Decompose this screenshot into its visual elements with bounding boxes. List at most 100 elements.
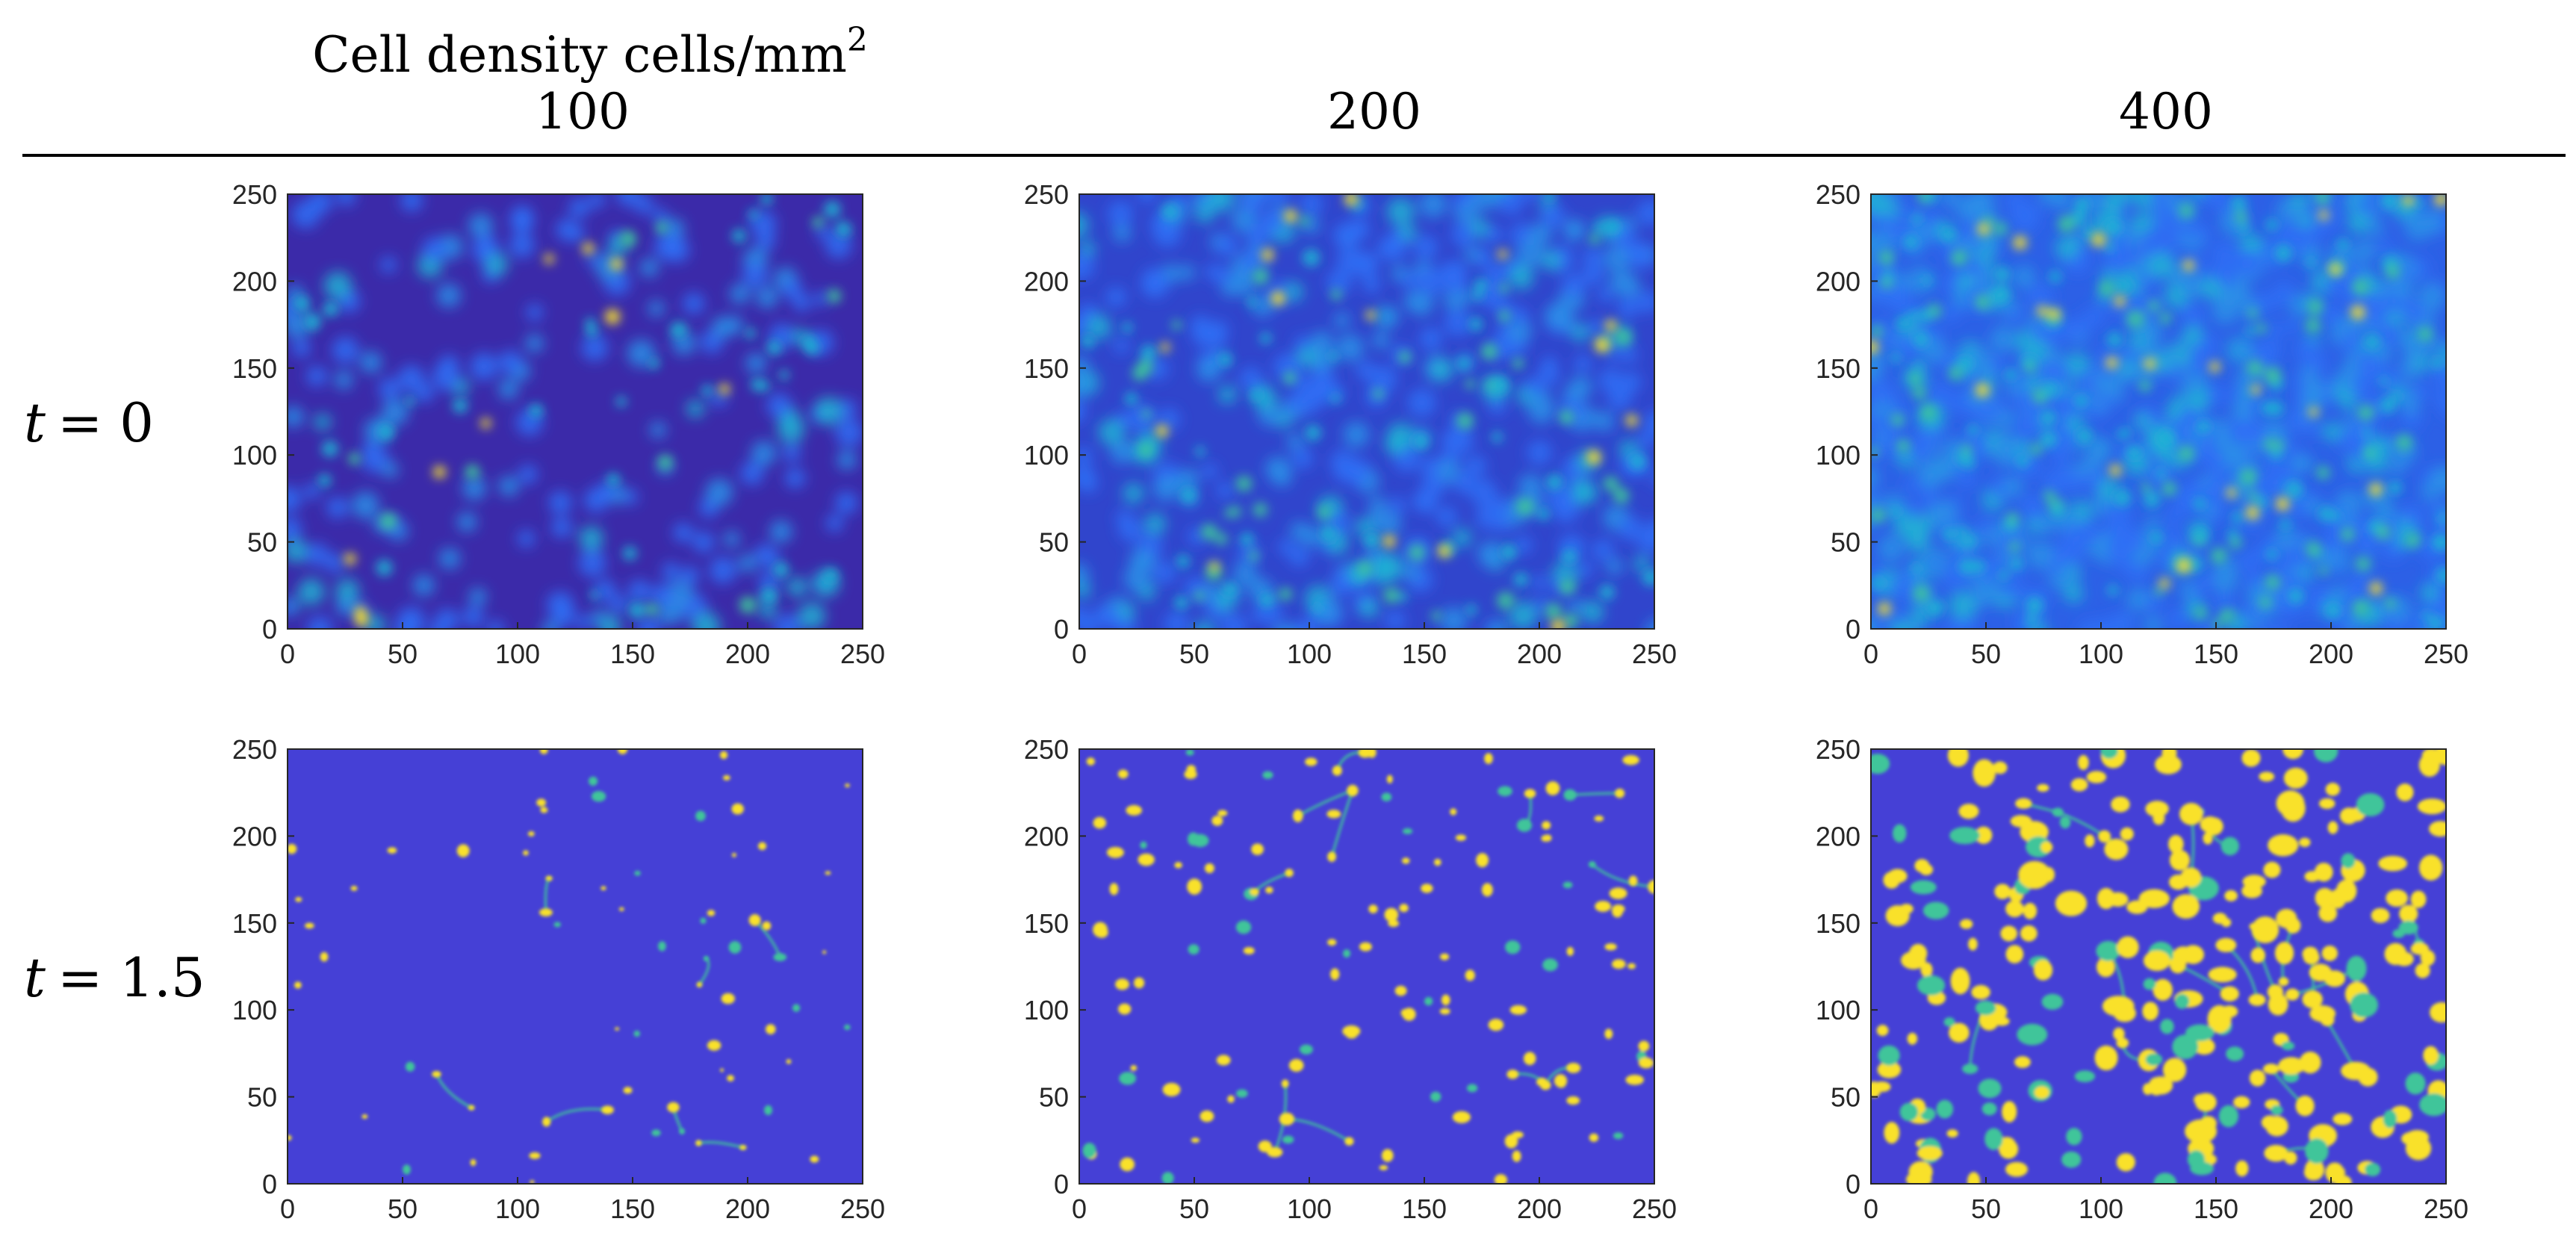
x-tick-label: 200 [1517, 639, 1562, 669]
column-header-400: 400 [2119, 83, 2213, 140]
x-tick-label: 0 [1863, 1193, 1878, 1224]
x-tick-label: 150 [1402, 1193, 1447, 1224]
x-tick-label: 100 [2079, 1193, 2123, 1224]
heatmap-background [1079, 749, 1654, 1184]
y-tick-label: 50 [247, 1082, 277, 1113]
y-tick-label: 200 [1816, 821, 1860, 851]
y-tick-label: 100 [1816, 440, 1860, 471]
x-tick-label: 250 [1632, 1193, 1677, 1224]
header-title: Cell density cells/mm2 [312, 21, 868, 84]
y-tick-label: 50 [247, 527, 277, 558]
y-tick-label: 150 [1816, 908, 1860, 939]
x-tick-label: 0 [1072, 1193, 1087, 1224]
axes-frame [287, 193, 863, 630]
x-tick-label: 200 [725, 639, 770, 669]
y-tick-label: 250 [232, 179, 277, 210]
axes-frame [1870, 193, 2447, 630]
row-label-0: t = 0 [24, 391, 154, 454]
y-tick-label: 250 [1816, 734, 1860, 765]
axes-frame [287, 748, 863, 1185]
x-tick-label: 100 [495, 1193, 540, 1224]
x-tick-label: 200 [1517, 1193, 1562, 1224]
heatmap-panel-t0-200: 0 50 100 150 200 250 0 50 100 150 200 250 [1024, 179, 1677, 669]
heatmap-panel-t0-100: 0 50 100 150 200 250 0 50 100 150 200 250 [232, 179, 885, 669]
x-tick-label: 200 [2309, 639, 2353, 669]
x-tick-label: 100 [1287, 639, 1332, 669]
column-headers: 100 200 400 [536, 83, 2213, 140]
x-tick-label: 50 [1971, 1193, 2001, 1224]
y-tick-label: 100 [232, 995, 277, 1025]
heatmap-background [288, 749, 863, 1184]
x-tick-label: 50 [388, 1193, 418, 1224]
y-tick-label: 200 [232, 266, 277, 297]
y-tick-label: 50 [1039, 527, 1069, 558]
y-tick-label: 100 [232, 440, 277, 471]
column-header-100: 100 [536, 83, 630, 140]
axes-frame [1078, 193, 1655, 630]
x-tick-label: 250 [840, 1193, 885, 1224]
x-tick-label: 250 [1632, 639, 1677, 669]
y-tick-label: 100 [1024, 995, 1069, 1025]
y-tick-label: 150 [1024, 908, 1069, 939]
x-tick-label: 250 [840, 639, 885, 669]
header-title-superscript: 2 [847, 21, 868, 59]
panels: 0 50 100 150 200 250 0 50 100 150 200 250 0 50 100 150 2… [232, 179, 2468, 1224]
x-tick-label: 100 [1287, 1193, 1332, 1224]
x-tick-label: 250 [2424, 1193, 2468, 1224]
y-tick-label: 250 [1024, 179, 1069, 210]
y-tick-label: 50 [1831, 1082, 1860, 1113]
row-labels: t = 0t = 1.5 [24, 391, 205, 1009]
y-tick-label: 200 [1024, 821, 1069, 851]
axes-frame [1078, 748, 1655, 1185]
x-tick-label: 0 [1863, 639, 1878, 669]
y-tick-label: 200 [1024, 266, 1069, 297]
row-label-eq: = 1.5 [58, 946, 205, 1009]
y-tick-label: 0 [1054, 1169, 1069, 1199]
row-label-var: t [24, 946, 46, 1009]
x-tick-label: 150 [610, 639, 655, 669]
x-tick-label: 50 [1971, 639, 2001, 669]
y-tick-label: 250 [1816, 179, 1860, 210]
y-tick-label: 0 [1846, 1169, 1860, 1199]
y-tick-label: 150 [232, 908, 277, 939]
y-tick-label: 150 [232, 353, 277, 384]
y-tick-label: 100 [1024, 440, 1069, 471]
y-tick-label: 0 [1054, 614, 1069, 645]
row-label-eq: = 0 [58, 391, 154, 454]
heatmap-panel-t15-400: 0 50 100 150 200 250 0 50 100 150 200 250 [1816, 734, 2468, 1224]
x-tick-label: 150 [1402, 639, 1447, 669]
y-tick-label: 50 [1831, 527, 1860, 558]
x-tick-label: 0 [280, 1193, 295, 1224]
y-tick-label: 200 [1816, 266, 1860, 297]
y-tick-label: 100 [1816, 995, 1860, 1025]
y-tick-label: 0 [1846, 614, 1860, 645]
y-tick-label: 0 [262, 614, 277, 645]
y-tick-label: 250 [232, 734, 277, 765]
heatmap-panel-t15-100: 0 50 100 150 200 250 0 50 100 150 200 250 [232, 734, 885, 1224]
heatmap-panel-t0-400: 0 50 100 150 200 250 0 50 100 150 200 250 [1816, 179, 2468, 669]
y-tick-label: 200 [232, 821, 277, 851]
y-tick-label: 0 [262, 1169, 277, 1199]
y-tick-label: 50 [1039, 1082, 1069, 1113]
x-tick-label: 50 [1179, 639, 1209, 669]
x-tick-label: 100 [495, 639, 540, 669]
y-tick-label: 150 [1816, 353, 1860, 384]
x-tick-label: 0 [280, 639, 295, 669]
x-tick-label: 200 [725, 1193, 770, 1224]
row-label-1: t = 1.5 [24, 946, 205, 1009]
heatmap-panel-t15-200: 0 50 100 150 200 250 0 50 100 150 200 250 [1024, 734, 1677, 1224]
row-label-var: t [24, 391, 46, 454]
column-header-200: 200 [1327, 83, 1421, 140]
x-tick-label: 200 [2309, 1193, 2353, 1224]
x-tick-label: 150 [2194, 639, 2238, 669]
header-title-text: Cell density cells/mm [312, 26, 847, 84]
x-tick-label: 50 [388, 639, 418, 669]
x-tick-label: 250 [2424, 639, 2468, 669]
x-tick-label: 100 [2079, 639, 2123, 669]
x-tick-label: 150 [2194, 1193, 2238, 1224]
x-tick-label: 150 [610, 1193, 655, 1224]
x-tick-label: 50 [1179, 1193, 1209, 1224]
y-tick-label: 250 [1024, 734, 1069, 765]
axes-frame [1870, 748, 2447, 1185]
